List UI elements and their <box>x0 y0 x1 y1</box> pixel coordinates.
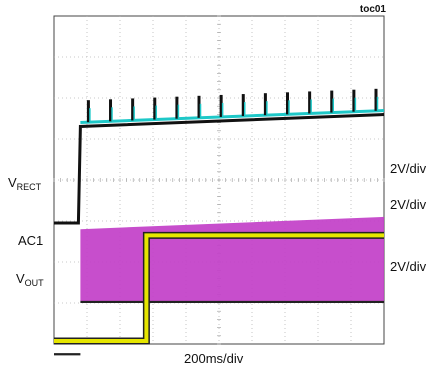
vout-trace <box>54 233 384 343</box>
ac1-scale-label: 2V/div <box>390 197 427 212</box>
vrect-scale-label: 2V/div <box>390 161 427 176</box>
figure-tag: toc01 <box>359 4 386 15</box>
x-axis-label: 200ms/div <box>184 351 244 366</box>
ac1-lower-edge <box>54 300 384 356</box>
ac1-envelope <box>80 216 385 301</box>
ac1-channel-label: AC1 <box>18 233 44 248</box>
vrect-band-dark <box>54 113 385 225</box>
vrect-channel-label: VRECT <box>8 175 42 192</box>
vout-scale-label: 2V/div <box>390 259 427 274</box>
vout-channel-label: VOUT <box>16 271 44 288</box>
